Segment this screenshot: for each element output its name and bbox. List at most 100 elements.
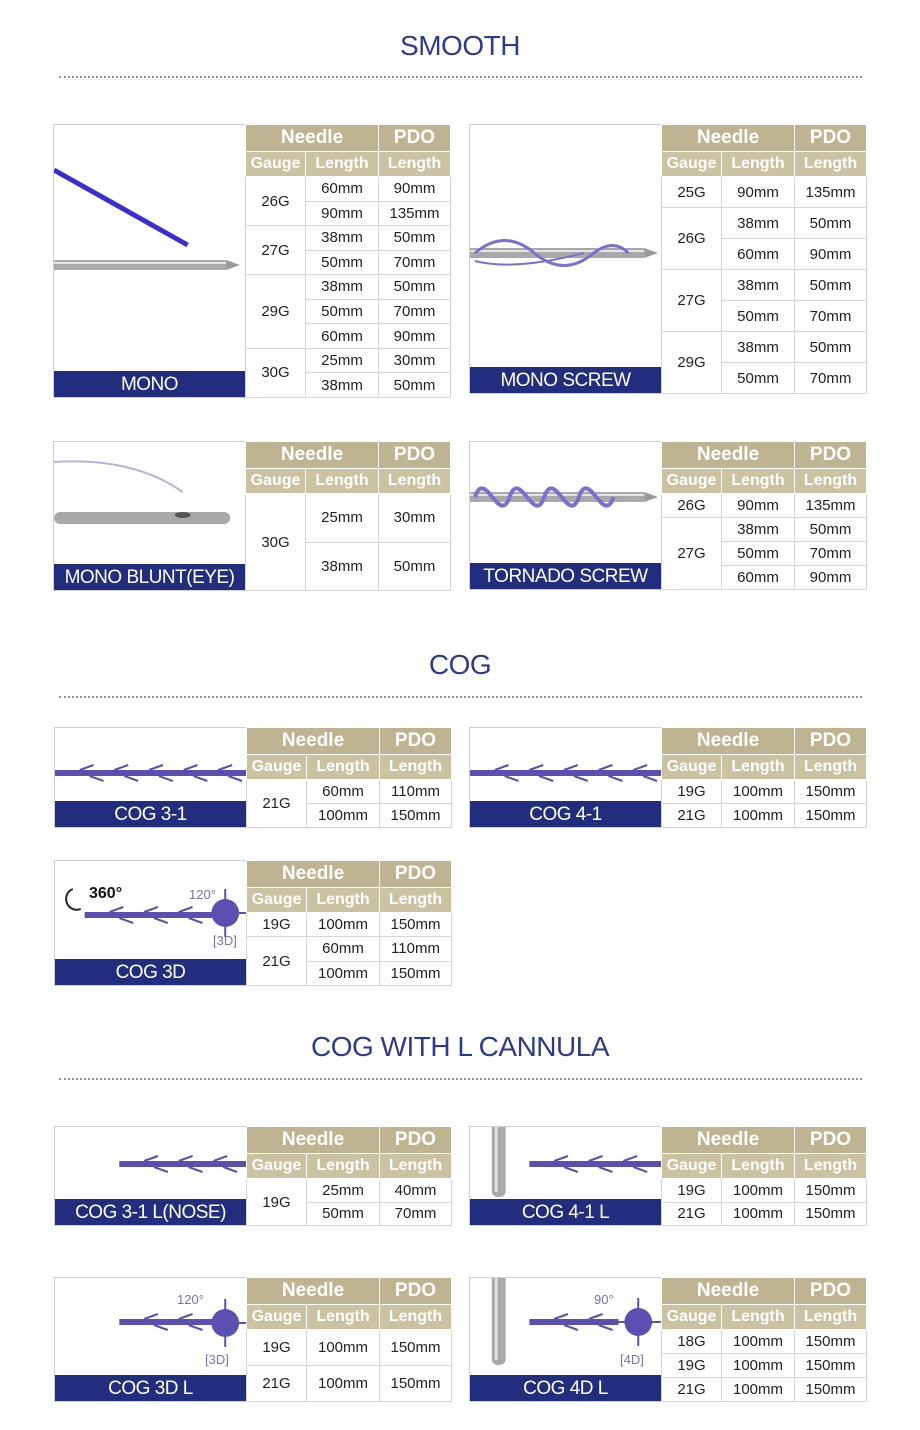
pdo-length-cell: 50mm [378,541,451,591]
product-name-label: MONO SCREW [470,367,661,393]
gauge-cell: 26G [661,207,722,270]
table-row: 21G 100mm 150mm [661,803,867,828]
pdo-length-header: Length [379,1304,452,1330]
pdo-length-header: Length [794,1304,867,1330]
pdo-length-cell: 150mm [794,1353,867,1378]
needle-length-cell: 50mm [721,541,795,566]
illustration-annotation: [4D] [620,1352,644,1367]
pdo-length-header: Length [794,151,867,177]
gauge-cell: 21G [246,936,307,986]
gauge-cell: 21G [661,1201,722,1226]
table-row: 19G 25mm 40mm [246,1178,452,1226]
product-card-mono-blunt-eye: MONO BLUNT(EYE) Needle PDO Gauge Length Len… [53,441,451,591]
pdo-length-cell: 150mm [794,779,867,804]
cog-thread-icon [470,764,661,782]
gauge-cell: 29G [245,274,306,349]
product-image: COG 4-1 L [469,1126,661,1226]
spec-table: Needle PDO Gauge Length Length 21G 60mm 110mm 1… [246,727,452,828]
needle-length-cell: 50mm [305,249,379,276]
pdo-length-cell: 50mm [794,207,867,239]
pdo-length-header: Length [378,468,451,494]
table-row: 27G 38mm 50mm [661,269,867,332]
product-card-mono-screw: MONO SCREW Needle PDO Gauge Length Length 25… [469,124,867,394]
needle-length-cell: 100mm [721,1353,795,1378]
table-row: 29G 38mm 50mm [245,274,451,349]
gauge-cell: 21G [661,803,722,828]
gauge-cell: 19G [246,1329,307,1366]
cog-thread-icon [55,764,246,782]
gauge-cell: 19G [246,911,307,938]
illustration-annotation: [3D] [213,933,237,948]
pdo-header: PDO [794,441,867,469]
table-row: 100mm 150mm [247,803,452,828]
pdo-length-cell: 150mm [379,960,452,987]
needle-length-cell: 50mm [305,298,379,325]
needle-length-header: Length [721,1153,795,1179]
product-name-label: COG 3D L [55,1375,246,1401]
table-row: 21G 100mm 150mm [246,1365,452,1402]
pdo-length-cell: 30mm [378,493,451,543]
table-row: 19G 100mm 150mm [661,1353,867,1378]
needle-length-header: Length [306,754,380,780]
table-row: 38mm 50mm [246,541,451,591]
spec-table: Needle PDO Gauge Length Length 19G 100mm 150mm… [661,1126,867,1226]
gauge-cell: 21G [246,1365,307,1402]
pdo-length-cell: 150mm [794,1201,867,1226]
needle-length-cell: 100mm [306,803,380,828]
gauge-cell: 19G [661,779,722,804]
table-row: 50mm 70mm [246,298,451,325]
product-name-label: COG 3-1 [55,801,246,827]
product-image: COG 3-1 L(NOSE) [54,1126,246,1226]
pdo-header: PDO [794,1277,867,1305]
product-name-label: MONO BLUNT(EYE) [54,564,245,590]
needle-length-cell: 100mm [306,1365,380,1402]
gauge-cell: 27G [661,269,722,332]
gauge-header: Gauge [245,151,306,177]
gauge-header: Gauge [661,754,722,780]
gauge-cell: 18G [661,1329,722,1354]
gauge-header: Gauge [661,1304,722,1330]
spec-table: Needle PDO Gauge Length Length 19G 100mm 150mm… [246,860,452,987]
needle-length-cell: 38mm [721,331,795,363]
pdo-length-cell: 50mm [794,517,867,542]
spec-table: Needle PDO Gauge Length Length 19G 25mm 40mm 50… [246,1126,452,1226]
pdo-header: PDO [378,124,451,152]
screw-needle-icon [470,239,659,267]
gauge-cell: 29G [661,331,722,394]
needle-length-header: Length [721,468,795,494]
gauge-cell: 21G [246,779,307,828]
pdo-length-cell: 150mm [379,803,452,828]
table-row: 50mm 70mm [662,362,867,394]
pdo-length-cell: 90mm [794,565,867,590]
needle-length-header: Length [306,1153,380,1179]
table-row: 60mm 90mm [662,565,867,590]
spec-table: Needle PDO Gauge Length Length 26G 60mm 90mm 90… [245,124,451,399]
gauge-header: Gauge [246,1304,307,1330]
needle-length-cell: 90mm [721,176,795,208]
pdo-length-cell: 50mm [378,274,451,300]
table-row: 50mm 70mm [662,300,867,332]
gauge-cell: 19G [246,1178,307,1226]
spec-table: Needle PDO Gauge Length Length 19G 100mm 150mm… [661,727,867,828]
illustration-annotation: 90° [594,1292,614,1307]
pdo-length-header: Length [379,754,452,780]
needle-length-cell: 90mm [305,200,379,227]
needle-length-cell: 38mm [305,541,379,591]
table-row: 19G 100mm 150mm [246,911,452,938]
gauge-cell: 21G [661,1377,722,1402]
cog-thread-short-icon [119,1155,246,1173]
product-card-cog-4-1-l: COG 4-1 L Needle PDO Gauge Length Length 19G… [469,1126,867,1226]
needle-length-cell: 100mm [721,1178,795,1203]
table-row: 21G 60mm 110mm [246,779,452,828]
cog-3d-short-icon [119,1299,246,1347]
gauge-cell: 30G [245,493,306,591]
pdo-header: PDO [379,727,452,755]
gauge-cell: 26G [661,493,722,518]
needle-length-header: Length [306,887,380,913]
table-row: 25G 90mm 135mm [661,176,867,208]
needle-length-cell: 100mm [721,1329,795,1354]
illustration-annotation: [3D] [205,1352,229,1367]
needle-header: Needle [661,1277,795,1305]
spec-table: Needle PDO Gauge Length Length 30G 25mm 30mm 38… [245,441,451,591]
pdo-length-header: Length [379,887,452,913]
